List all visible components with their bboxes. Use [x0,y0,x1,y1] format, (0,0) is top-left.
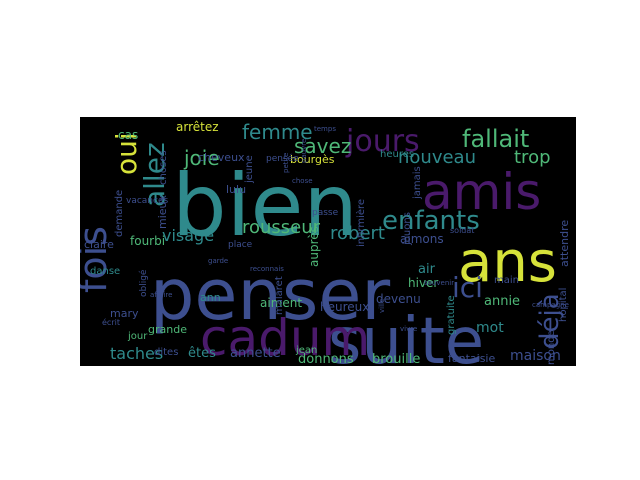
cloud-word: vivre [400,325,417,333]
cloud-word: monde [546,330,557,365]
cloud-word: main [494,275,519,286]
cloud-word: femme [242,120,313,144]
word-cloud: bien penser suite cadum ans amis fois jours enfa… [80,117,576,366]
cloud-word: bourgès [290,153,335,166]
cloud-word: hôpital [557,288,569,322]
cloud-word: choses [158,150,169,185]
cloud-word: gratuite [446,295,457,335]
cloud-word: penser [150,254,390,336]
cloud-word: cheveux [198,151,245,164]
cloud-word: êtes [188,346,216,361]
cloud-word: affaire [150,291,172,299]
cloud-word: petite [282,153,290,174]
cloud-word: lulu [226,183,246,196]
cloud-word: écrit [102,317,120,327]
cloud-word: aiment [260,296,302,310]
cloud-word: bien [172,156,358,256]
cloud-word: pensée [266,153,299,164]
cloud-word: air [418,262,436,277]
cloud-word: temps [314,125,336,133]
cloud-word: garde [208,257,228,265]
cloud-word: oui [110,132,143,175]
cloud-word: maison [510,348,561,364]
cloud-word: reconnais [250,265,284,273]
cloud-word: déjà [535,293,565,349]
cloud-word: devenu [376,292,421,306]
cloud-word: hiver [408,276,438,290]
cloud-word: brouille [372,352,420,366]
cloud-word: trop [514,147,551,168]
cloud-word: soldat [450,226,474,235]
cloud-word: nouveau [398,147,476,168]
cloud-word: jour [127,331,148,342]
cloud-word: heureux [320,300,369,314]
cloud-word: rousseur [242,217,321,238]
cloud-word: savez [294,134,351,158]
cloud-word: fallait [462,125,529,153]
cloud-word: taches [110,344,163,363]
cloud-word: heures [380,149,414,160]
cloud-word: campagne [532,301,569,309]
cloud-word: danse [90,266,120,277]
cloud-word: robert [330,223,385,244]
cloud-word: auprès [307,226,321,267]
cloud-word: jeune [244,155,255,184]
cloud-word: visage [162,226,214,245]
cloud-word: vacances [126,196,168,206]
cloud-word: demande [114,190,125,237]
cloud-word: souvenir [424,279,454,287]
cloud-word: donnons [298,352,354,366]
cloud-word: ann [200,291,221,304]
cloud-word: fantaisie [448,352,495,365]
cloud-word: aimons [400,232,444,246]
cloud-word: malaret [274,276,285,315]
cloud-word: mieux [156,194,169,229]
cloud-word: pauvre [300,139,308,163]
cloud-word: fois [80,226,115,293]
cloud-word: passe [312,208,339,218]
cloud-word: claire [84,238,114,251]
cloud-word: attendre [558,220,571,267]
cloud-word: annie [484,294,520,309]
cloud-word: obligé [138,269,149,297]
cloud-word: dites [154,347,178,358]
cloud-word: jamais [412,166,423,200]
cloud-word: place [228,240,253,250]
cloud-word: mot [476,320,504,336]
cloud-word: mary [110,307,139,320]
cloud-word: infirmière [355,199,367,247]
cloud-word: ville [378,299,386,313]
cloud-word: enfants [382,206,480,236]
cloud-word: fourbi [130,234,165,248]
cloud-word: annette [230,346,281,361]
cloud-word: jouons [402,212,413,246]
cloud-word: chose [292,177,313,185]
cloud-word: cas [118,128,138,142]
cloud-word: jean [295,345,317,356]
cloud-word: joie [183,146,220,170]
cloud-word: cadum [200,309,370,366]
cloud-word: jours [345,124,420,159]
cloud-word: amis [422,163,541,221]
cloud-word: grande [148,323,187,336]
cloud-word: arrêtez [176,120,219,134]
cloud-word: suite [328,305,484,366]
cloud-word: ans [458,230,557,295]
cloud-word: ici [452,271,483,304]
cloud-word: allez [138,142,171,207]
